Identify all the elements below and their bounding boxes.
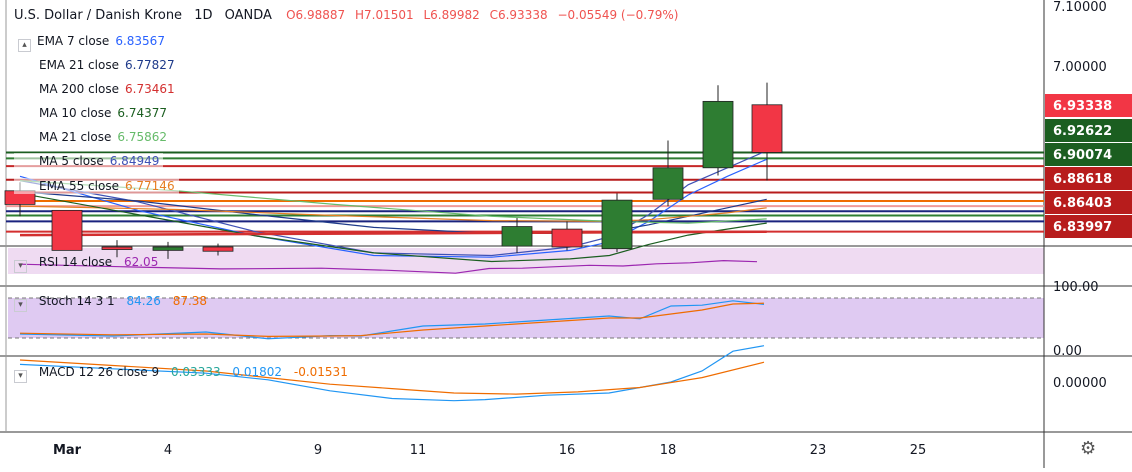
- price-label: 6.90074: [1053, 148, 1112, 163]
- macd-value: 0.03333: [170, 365, 221, 379]
- candle-body: [51, 209, 83, 251]
- x-tick-label: Mar: [53, 443, 82, 458]
- x-tick-label: 23: [810, 443, 827, 458]
- x-tick-label: 4: [164, 443, 172, 458]
- macd-signal-value: 0.01802: [232, 365, 283, 379]
- legend-value: 6.73461: [125, 82, 175, 96]
- macd-hist-value: -0.01531: [293, 365, 348, 379]
- candle-body: [152, 246, 184, 251]
- ma-line: [19, 158, 767, 258]
- price-label: 6.92622: [1053, 124, 1112, 139]
- macd-tick-label: 0.00000: [1053, 376, 1107, 391]
- collapse-toggle[interactable]: ▴: [18, 39, 31, 52]
- symbol-name: U.S. Dollar / Danish Krone: [14, 8, 183, 23]
- ma-line: [19, 192, 767, 263]
- x-tick-label: 16: [559, 443, 576, 458]
- x-tick-label: 18: [660, 443, 677, 458]
- price-tick-label: 7.00000: [1053, 60, 1107, 75]
- collapse-toggle[interactable]: ▾: [14, 260, 27, 273]
- legend-label: EMA 7 close: [37, 34, 110, 48]
- rsi-value: 62.05: [123, 255, 159, 269]
- legend-label: MA 10 close: [39, 106, 112, 120]
- candle-body: [202, 246, 234, 252]
- price-tick-label: 7.10000: [1053, 0, 1107, 15]
- price-label-box: [1045, 167, 1132, 190]
- stoch-legend: ▾ Stoch 14 3 1 84.26 87.38: [14, 294, 207, 312]
- legend-value: 6.75862: [117, 130, 167, 144]
- open-value: O6.98887: [286, 8, 346, 22]
- price-label: 6.88618: [1053, 172, 1112, 187]
- data-source: OANDA: [224, 8, 272, 23]
- macd-legend: ▾ MACD 12 26 close 9 0.03333 0.01802 -0.…: [14, 365, 348, 383]
- rsi-legend: ▾ RSI 14 close 62.05: [14, 255, 158, 273]
- price-label-box: [1045, 215, 1132, 238]
- change-value: −0.05549 (−0.79%): [557, 8, 679, 22]
- legend-item: ▴ EMA 7 close 6.83567: [14, 33, 169, 53]
- x-tick-label: 25: [910, 443, 927, 458]
- stoch-label: Stoch 14 3 1: [38, 294, 115, 308]
- macd-signal-line: [19, 359, 765, 395]
- ohlc-readout: O6.98887 H7.01501 L6.89982 C6.93338 −0.0…: [286, 8, 684, 22]
- legend-label: MA 200 close: [39, 82, 120, 96]
- legend-value: 6.77827: [124, 58, 175, 72]
- x-tick-label: 9: [314, 443, 322, 458]
- price-label-box: [1045, 94, 1132, 117]
- legend-item: MA 5 close 6.84949: [14, 153, 164, 169]
- rsi-line: [19, 259, 758, 274]
- price-label-box: [1045, 119, 1132, 142]
- candle-body: [652, 167, 684, 200]
- rsi-label: RSI 14 close: [38, 255, 113, 269]
- price-label-box: [1045, 143, 1132, 166]
- legend-value: 6.74377: [117, 106, 167, 120]
- price-label: 6.86403: [1053, 196, 1112, 211]
- collapse-toggle[interactable]: ▾: [14, 299, 27, 312]
- price-label-box: [1045, 191, 1132, 214]
- legend-label: MA 5 close: [39, 154, 104, 168]
- legend-value: 6.83567: [115, 34, 165, 48]
- chart-title-row: U.S. Dollar / Danish Krone 1D OANDA O6.9…: [14, 8, 684, 23]
- candle-body: [751, 104, 783, 153]
- legend-value: 6.84949: [109, 154, 160, 168]
- high-value: H7.01501: [354, 8, 414, 22]
- price-label: 6.93338: [1053, 99, 1112, 114]
- stoch-band: [8, 298, 1044, 338]
- candle-body: [702, 100, 734, 169]
- legend-item: EMA 55 close 6.77146: [14, 178, 179, 194]
- stoch-d-line: [19, 302, 765, 338]
- candle-body: [601, 199, 633, 250]
- legend-item: MA 21 close 6.75862: [14, 129, 171, 145]
- price-label: 6.83997: [1053, 220, 1112, 235]
- interval: 1D: [194, 8, 213, 23]
- macd-line: [19, 345, 765, 402]
- legend-label: MA 21 close: [39, 130, 112, 144]
- legend-label: EMA 21 close: [39, 58, 119, 72]
- macd-label: MACD 12 26 close 9: [38, 365, 160, 379]
- stoch-d-value: 87.38: [172, 294, 208, 308]
- ma-line: [19, 230, 767, 237]
- x-tick-label: 11: [410, 443, 427, 458]
- legend-item: EMA 21 close 6.77827: [14, 57, 179, 73]
- legend-item: MA 10 close 6.74377: [14, 105, 171, 121]
- stoch-tick-label: 100.00: [1053, 280, 1099, 295]
- legend-item: MA 200 close 6.73461: [14, 81, 179, 97]
- stoch-k-value: 84.26: [126, 294, 161, 308]
- low-value: L6.89982: [423, 8, 480, 22]
- legend-value: 6.77146: [124, 179, 175, 193]
- stoch-tick-label: 0.00: [1053, 344, 1082, 359]
- candle-body: [551, 228, 583, 248]
- close-value: C6.93338: [489, 8, 548, 22]
- legend-label: EMA 55 close: [39, 179, 119, 193]
- gear-icon[interactable]: ⚙: [1080, 438, 1097, 459]
- candle-body: [501, 226, 533, 247]
- collapse-toggle[interactable]: ▾: [14, 370, 27, 383]
- candle-body: [101, 246, 133, 250]
